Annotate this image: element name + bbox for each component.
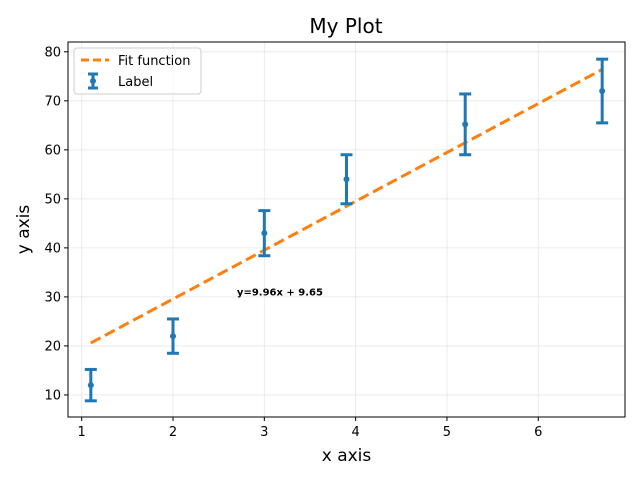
data-point [599,88,606,95]
data-point [343,176,350,183]
y-tick-label: 40 [44,241,61,256]
x-tick-label: 4 [351,425,359,440]
legend: Fit function Label [73,47,202,95]
axis-ticks: 1 2 3 4 5 6 10 20 30 40 50 60 70 80 [44,45,542,440]
x-tick-label: 1 [78,425,86,440]
y-tick-label: 20 [44,339,61,354]
x-tick-label: 5 [443,425,451,440]
y-tick-label: 70 [44,94,61,109]
errorbar-layer [84,57,609,403]
plot-frame [67,41,626,418]
y-tick-label: 80 [44,45,61,60]
y-tick-label: 60 [44,143,61,158]
chart-title: My Plot [309,14,382,38]
fit-line-layer [90,68,603,345]
x-axis-label: x axis [322,446,372,466]
data-point [87,382,94,389]
x-tick-label: 2 [169,425,177,440]
y-tick-label: 50 [44,192,61,207]
legend-errorbar-swatch [88,72,98,90]
y-tick-label: 30 [44,290,61,305]
fit-equation-annotation: y=9.96x + 9.65 [237,287,323,298]
fit-line [90,68,603,345]
y-axis-label: y axis [14,205,34,255]
data-point [462,121,469,128]
y-tick-label: 10 [44,388,61,403]
data-point [170,333,177,340]
x-tick-label: 6 [534,425,542,440]
legend-data-label: Label [118,75,153,90]
data-point [261,230,268,237]
legend-errorbar-marker [90,78,96,84]
legend-fit-label: Fit function [118,54,190,69]
x-tick-label: 3 [260,425,268,440]
